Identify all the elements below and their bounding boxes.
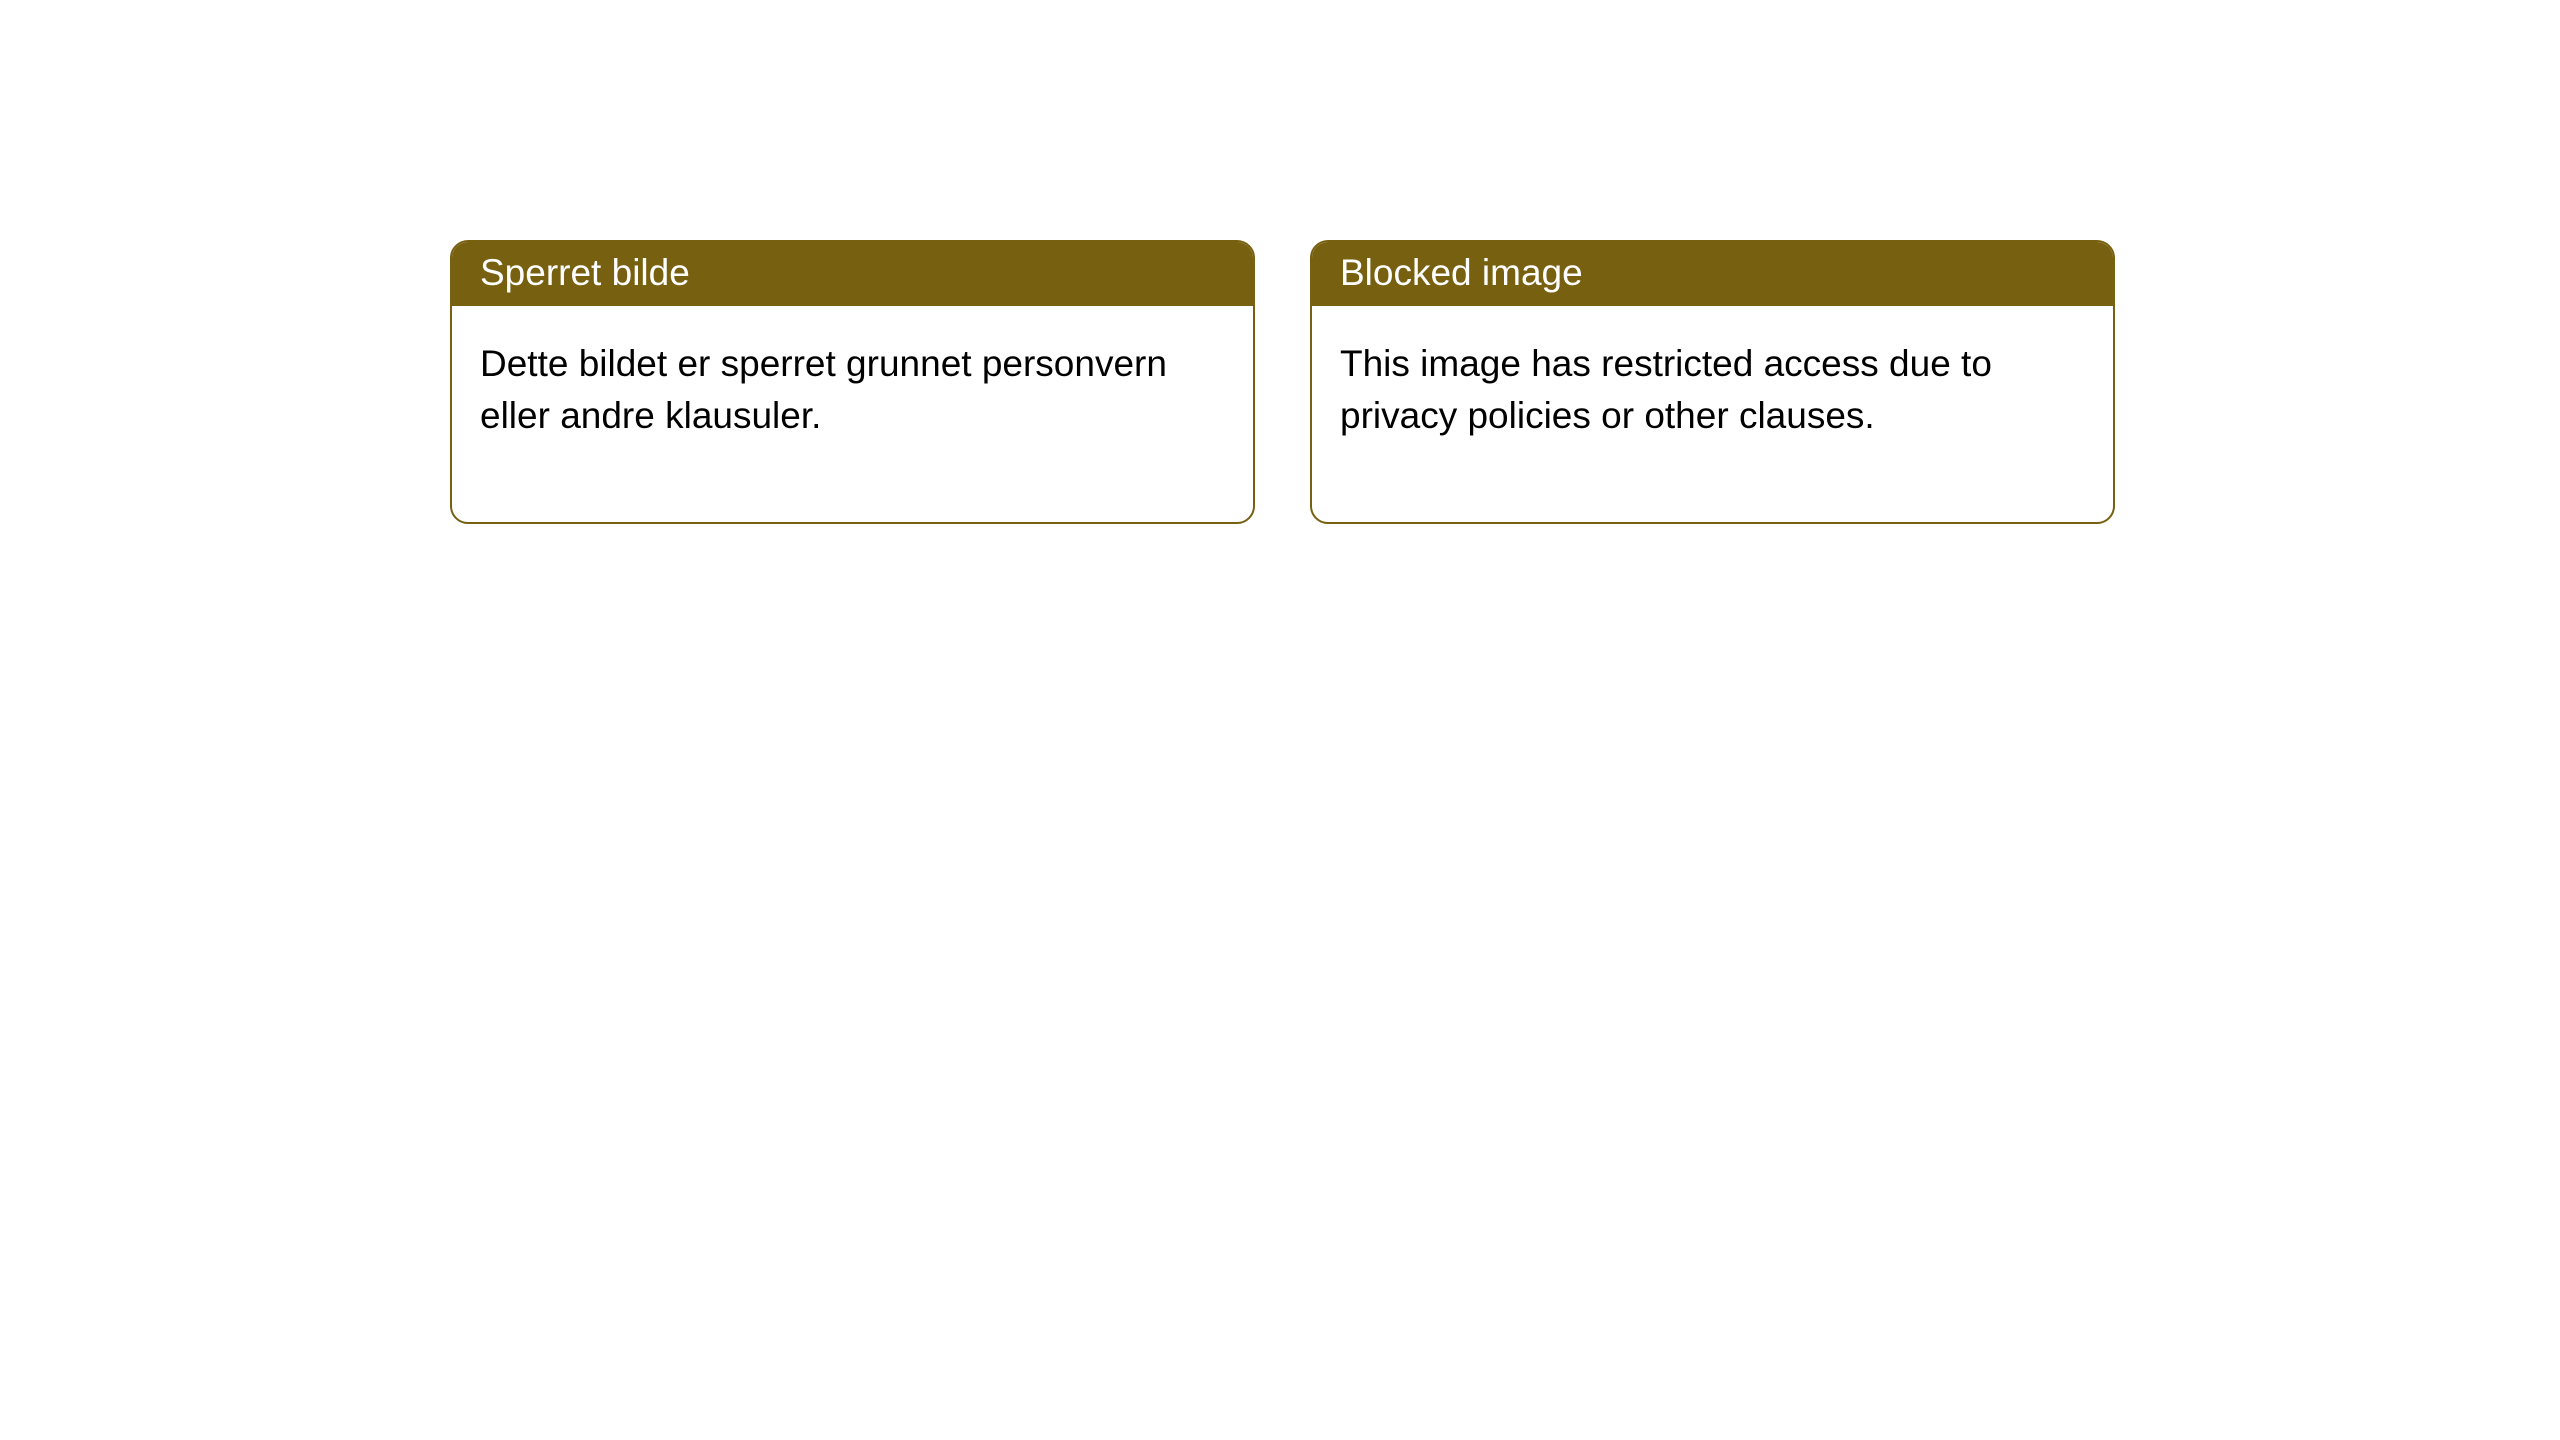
notice-body: This image has restricted access due to … xyxy=(1312,306,2113,522)
notice-message: This image has restricted access due to … xyxy=(1340,343,1992,436)
notice-message: Dette bildet er sperret grunnet personve… xyxy=(480,343,1167,436)
notice-container: Sperret bilde Dette bildet er sperret gr… xyxy=(0,0,2560,524)
notice-title: Sperret bilde xyxy=(480,252,690,293)
notice-title: Blocked image xyxy=(1340,252,1583,293)
notice-header: Blocked image xyxy=(1312,242,2113,306)
notice-header: Sperret bilde xyxy=(452,242,1253,306)
notice-body: Dette bildet er sperret grunnet personve… xyxy=(452,306,1253,522)
notice-card-norwegian: Sperret bilde Dette bildet er sperret gr… xyxy=(450,240,1255,524)
notice-card-english: Blocked image This image has restricted … xyxy=(1310,240,2115,524)
